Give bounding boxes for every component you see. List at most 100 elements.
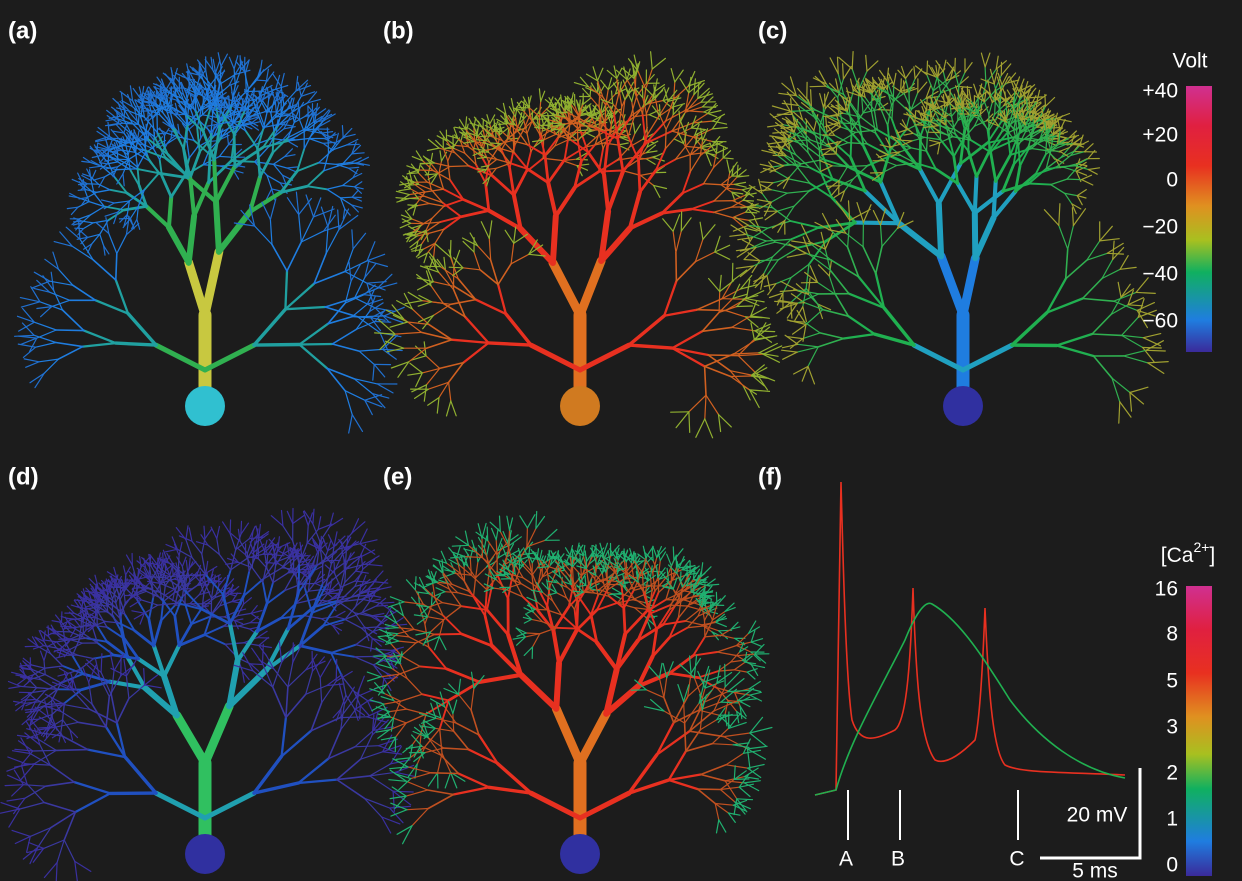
dendrite	[137, 581, 138, 600]
dendrite	[1029, 184, 1051, 185]
dendrite	[293, 643, 294, 663]
dendrite	[708, 355, 738, 356]
dendrite	[760, 260, 779, 261]
dendrite	[375, 322, 391, 323]
dendrite	[344, 558, 345, 571]
dendrite	[491, 143, 501, 144]
soma	[185, 834, 225, 874]
dendrite	[341, 197, 353, 198]
dendrite	[838, 57, 839, 73]
dendrite	[480, 136, 490, 137]
dendrite	[241, 521, 242, 534]
dendrite	[251, 664, 263, 665]
dendrite	[254, 345, 299, 346]
dendrite	[449, 267, 463, 268]
dendrite	[56, 750, 88, 751]
dendrite	[52, 701, 53, 718]
dendrite	[975, 177, 977, 213]
dendrite	[487, 527, 488, 541]
dendrite	[1146, 350, 1165, 351]
dendrite	[349, 167, 359, 168]
dendrite	[605, 105, 606, 124]
dendrite	[642, 86, 643, 98]
dendrite	[56, 330, 84, 331]
dendrite	[1067, 179, 1082, 180]
dendrite	[33, 750, 57, 751]
dendrite	[676, 253, 677, 282]
dendrite	[746, 212, 757, 213]
dendrite	[340, 717, 367, 718]
dendrite	[113, 587, 125, 588]
dendrite	[341, 709, 342, 720]
dendrite	[336, 659, 337, 681]
dendrite	[978, 97, 979, 113]
dendrite	[611, 118, 612, 132]
dendrite	[450, 166, 469, 167]
dendrite	[185, 575, 206, 576]
dendrite	[496, 540, 497, 555]
dendrite	[731, 376, 752, 377]
figure: Volt [Ca2+] A B C 20 mV 5 ms (a)(b)(c)(d…	[0, 0, 1242, 881]
dendrite	[195, 92, 196, 110]
dendrite	[216, 202, 219, 252]
dendrite	[494, 119, 495, 130]
dendrite	[56, 863, 57, 881]
dendrite	[209, 155, 211, 183]
dendrite	[810, 86, 826, 87]
dendrite	[489, 343, 532, 345]
dendrite	[425, 266, 441, 267]
dendrite	[902, 140, 912, 141]
dendrite	[1107, 253, 1123, 254]
dendrite	[665, 129, 666, 148]
dendrite	[806, 120, 807, 135]
dendrite	[1016, 118, 1017, 131]
dendrite	[529, 97, 530, 107]
dendrite	[848, 166, 868, 167]
dendrite	[855, 223, 899, 224]
dendrite	[893, 85, 894, 101]
dendrite	[393, 791, 413, 792]
dendrite	[579, 130, 592, 131]
dendrite	[541, 125, 550, 126]
dendrite	[1049, 128, 1060, 129]
soma	[185, 386, 225, 426]
dendrite	[299, 344, 332, 345]
dendrite	[79, 184, 88, 185]
dendrite	[409, 198, 419, 199]
dendrite	[214, 160, 216, 202]
dendrite	[116, 343, 156, 345]
dendrite	[577, 125, 578, 141]
dendrite	[117, 151, 118, 162]
dendrite	[419, 170, 433, 171]
dendrite	[660, 105, 661, 116]
dendrite	[101, 654, 102, 673]
dendrite	[285, 271, 287, 309]
dendrite	[163, 553, 164, 565]
dendrite	[832, 166, 848, 167]
dendrite	[737, 306, 753, 307]
dendrite	[689, 412, 690, 433]
dendrite	[376, 605, 388, 606]
dendrite	[1022, 102, 1023, 113]
dendrite	[234, 135, 235, 167]
dendrite	[513, 136, 514, 153]
dendrite	[843, 64, 844, 79]
dendrite	[1045, 95, 1046, 107]
dendrite	[719, 292, 720, 313]
dendrite	[955, 58, 956, 71]
dendrite	[299, 564, 300, 593]
dendrite	[334, 562, 335, 573]
dendrite	[635, 76, 636, 94]
soma	[560, 386, 600, 426]
dendrite	[450, 241, 451, 258]
dendrite	[116, 254, 117, 281]
dendrite	[117, 169, 136, 170]
dendrite	[811, 90, 812, 107]
dendrite	[169, 197, 171, 227]
dendrite	[327, 128, 328, 140]
dendrite	[230, 520, 231, 534]
dendrite	[939, 204, 941, 257]
dendrite	[646, 114, 647, 135]
dendrite	[904, 81, 905, 94]
dendrite	[639, 160, 640, 192]
